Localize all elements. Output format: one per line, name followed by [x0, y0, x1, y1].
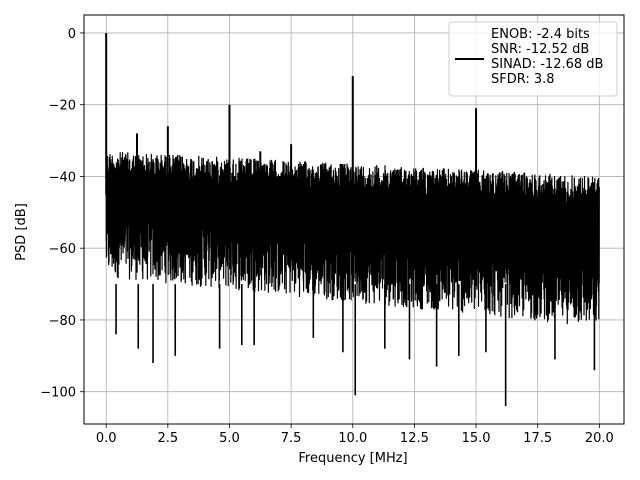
psd-series	[105, 32, 600, 407]
x-tick-label: 2.5	[157, 431, 178, 446]
y-tick-label: −80	[49, 314, 76, 329]
x-tick-label: 17.5	[523, 431, 552, 446]
legend-entry-sinad: SINAD: -12.68 dB	[491, 57, 603, 72]
y-tick-label: −60	[49, 242, 76, 257]
y-tick-label: −100	[40, 386, 76, 401]
x-tick-label: 10.0	[338, 431, 367, 446]
y-tick-label: 0	[68, 27, 76, 42]
y-tick-label: −40	[49, 170, 76, 185]
legend: ENOB: -2.4 bits SNR: -12.52 dB SINAD: -1…	[448, 21, 618, 97]
x-axis-label: Frequency [MHz]	[298, 451, 407, 466]
psd-trace	[105, 152, 600, 325]
y-tick-label: −20	[49, 99, 76, 114]
x-tick-label: 15.0	[462, 431, 491, 446]
legend-entry-snr: SNR: -12.52 dB	[491, 42, 589, 57]
x-tick-label: 7.5	[281, 431, 302, 446]
x-tick-label: 0.0	[96, 431, 117, 446]
y-axis-label: PSD [dB]	[14, 203, 29, 261]
legend-box	[448, 21, 618, 97]
plot-frame	[83, 14, 625, 425]
x-tick-label: 5.0	[219, 431, 240, 446]
legend-entry-sfdr: SFDR: 3.8	[491, 72, 555, 87]
axis-ticks: 0.0 2.5 5.0 7.5 10.0 12.5 15.0 17.5 20.0 0 −20 −40 −…	[40, 27, 614, 446]
legend-entry-enob: ENOB: -2.4 bits	[491, 27, 590, 42]
x-tick-label: 20.0	[585, 431, 614, 446]
x-tick-label: 12.5	[400, 431, 429, 446]
